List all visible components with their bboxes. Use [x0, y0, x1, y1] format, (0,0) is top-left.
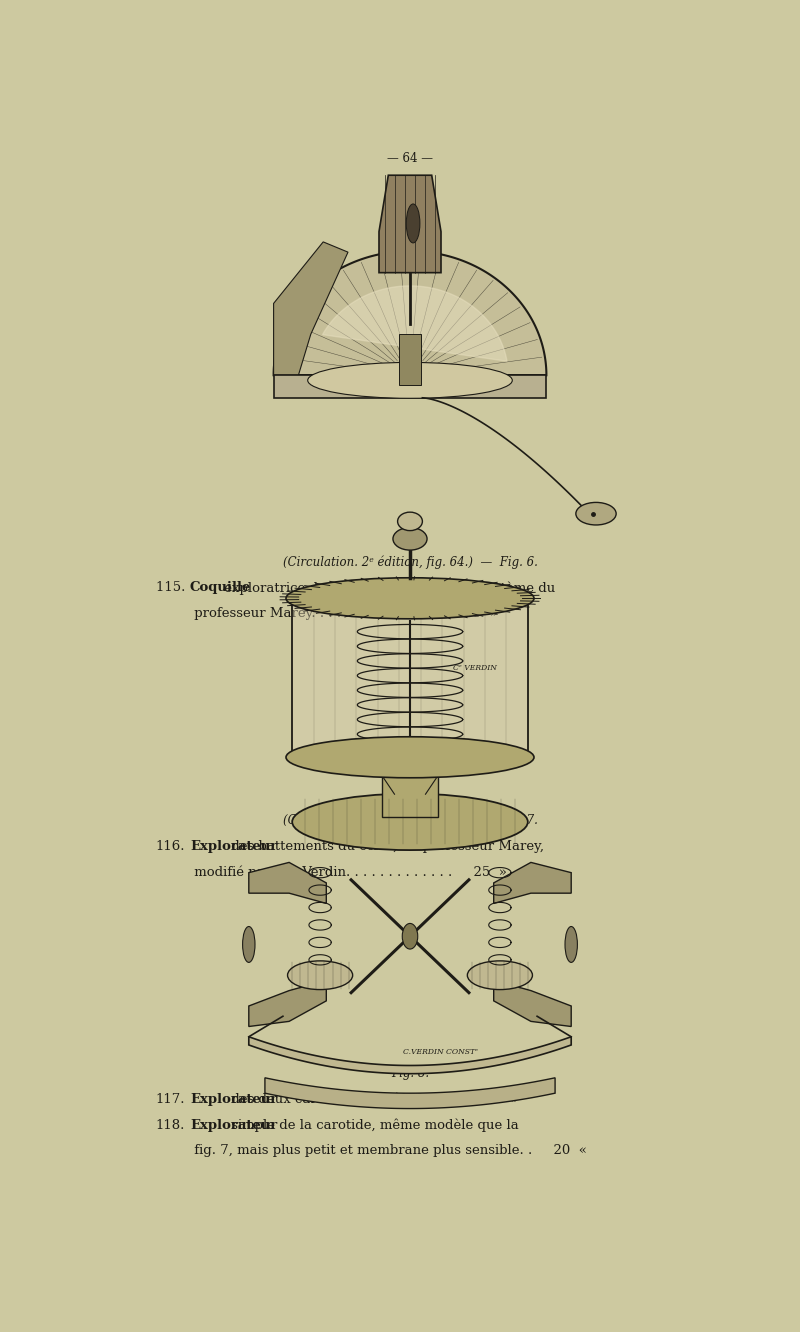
Text: (Circulation. 2ᵉ édition, fig. 65.)  —  Fig. 7.: (Circulation. 2ᵉ édition, fig. 65.) — Fi…: [282, 813, 538, 827]
FancyBboxPatch shape: [292, 598, 528, 758]
Ellipse shape: [286, 737, 534, 778]
Polygon shape: [494, 980, 571, 1027]
Text: C.VERDIN CONSTᵉ: C.VERDIN CONSTᵉ: [403, 1048, 478, 1056]
Text: simple de la carotide, même modèle que la: simple de la carotide, même modèle que l…: [226, 1119, 518, 1132]
Text: Explorateur: Explorateur: [190, 1094, 277, 1106]
Ellipse shape: [398, 511, 422, 530]
Ellipse shape: [467, 960, 533, 990]
Ellipse shape: [286, 578, 534, 619]
Ellipse shape: [287, 960, 353, 990]
FancyBboxPatch shape: [274, 376, 546, 398]
Polygon shape: [249, 980, 326, 1027]
Text: Explorateur: Explorateur: [190, 1119, 277, 1132]
Text: exploratrice des battements du cœur, système du: exploratrice des battements du cœur, sys…: [220, 581, 555, 595]
Ellipse shape: [402, 923, 418, 950]
Text: 118.: 118.: [156, 1119, 185, 1132]
Ellipse shape: [393, 527, 427, 550]
Text: Explorateur: Explorateur: [190, 840, 277, 852]
Text: professeur Marey. . . . . . . . . . . . . . . .     35  »: professeur Marey. . . . . . . . . . . . …: [156, 607, 498, 619]
FancyBboxPatch shape: [382, 775, 438, 817]
Polygon shape: [274, 242, 348, 376]
FancyBboxPatch shape: [399, 334, 421, 385]
Polygon shape: [494, 862, 571, 903]
Polygon shape: [379, 176, 441, 273]
Text: Fig. 8.: Fig. 8.: [391, 1067, 429, 1079]
Ellipse shape: [576, 502, 616, 525]
Text: 116.: 116.: [156, 840, 186, 852]
Ellipse shape: [242, 927, 255, 963]
Ellipse shape: [308, 362, 512, 398]
Text: 117.: 117.: [156, 1094, 186, 1106]
Text: modifié par Ch. Verdin. . . . . . . . . . . . .     25  »: modifié par Ch. Verdin. . . . . . . . . …: [156, 866, 506, 879]
Text: 115.: 115.: [156, 581, 188, 594]
Text: Coquille: Coquille: [190, 581, 251, 594]
Text: — 64 —: — 64 —: [387, 204, 433, 217]
Polygon shape: [274, 252, 546, 376]
Polygon shape: [322, 286, 507, 361]
Text: Cᵉ VERDIN: Cᵉ VERDIN: [454, 663, 498, 671]
Ellipse shape: [406, 204, 420, 242]
Polygon shape: [249, 862, 326, 903]
Polygon shape: [265, 1078, 555, 1108]
Ellipse shape: [292, 794, 528, 850]
Text: — 64 —: — 64 —: [387, 152, 433, 165]
Text: des battements du cœur, du professeur Marey,: des battements du cœur, du professeur Ma…: [226, 840, 543, 852]
Polygon shape: [249, 1036, 571, 1074]
Text: (Circulation. 2ᵉ édition, fig. 64.)  —  Fig. 6.: (Circulation. 2ᵉ édition, fig. 64.) — Fi…: [282, 555, 538, 569]
Text: fig. 7, mais plus petit et membrane plus sensible. .     20  «: fig. 7, mais plus petit et membrane plus…: [156, 1144, 586, 1158]
Ellipse shape: [565, 927, 578, 963]
Text: des deux carotides, modèle Verdin     60  «: des deux carotides, modèle Verdin 60 «: [226, 1094, 516, 1106]
